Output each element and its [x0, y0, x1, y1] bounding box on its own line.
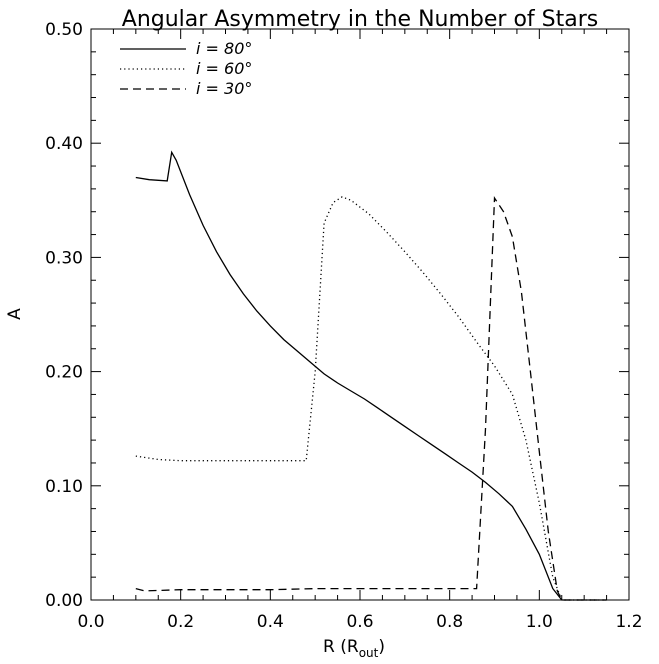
- x-tick-label: 0.0: [77, 612, 104, 632]
- x-tick-label: 1.2: [615, 612, 642, 632]
- y-tick-label: 0.50: [45, 20, 83, 40]
- series-line-1: [135, 150, 607, 601]
- y-tick-label: 0.00: [45, 591, 83, 611]
- x-axis-label-sub: out: [359, 646, 379, 660]
- legend-label-3: i = 30°: [196, 79, 252, 98]
- series-line-2: [135, 196, 607, 601]
- series-lines: [135, 150, 607, 601]
- y-axis-label: A: [5, 308, 25, 320]
- x-tick-label: 0.8: [436, 612, 463, 632]
- x-tick-label: 0.2: [167, 612, 194, 632]
- series-line-3: [135, 195, 607, 601]
- y-tick-label: 0.30: [45, 248, 83, 268]
- x-axis-label-close: ): [378, 637, 385, 657]
- y-tick-label: 0.20: [45, 363, 83, 383]
- x-axis: 0.0 0.2 0.4 0.6 0.8 1.0 1.2: [77, 29, 643, 632]
- x-tick-label: 1.0: [526, 612, 553, 632]
- legend: i = 80°i = 60°i = 30°: [120, 39, 252, 98]
- chart-title: Angular Asymmetry in the Number of Stars: [122, 7, 598, 32]
- x-axis-label: R (Rout): [323, 637, 385, 660]
- legend-label-1: i = 80°: [196, 39, 252, 58]
- x-tick-label: 0.4: [257, 612, 284, 632]
- x-axis-label-main: R (R: [323, 637, 359, 657]
- legend-label-2: i = 60°: [196, 59, 252, 78]
- y-tick-label: 0.10: [45, 477, 83, 497]
- plot-frame: [90, 28, 630, 601]
- x-tick-label: 0.6: [346, 612, 373, 632]
- plot-border: [90, 28, 630, 601]
- y-tick-label: 0.40: [45, 134, 83, 154]
- y-axis: 0.00 0.10 0.20 0.30 0.40 0.50: [45, 20, 629, 611]
